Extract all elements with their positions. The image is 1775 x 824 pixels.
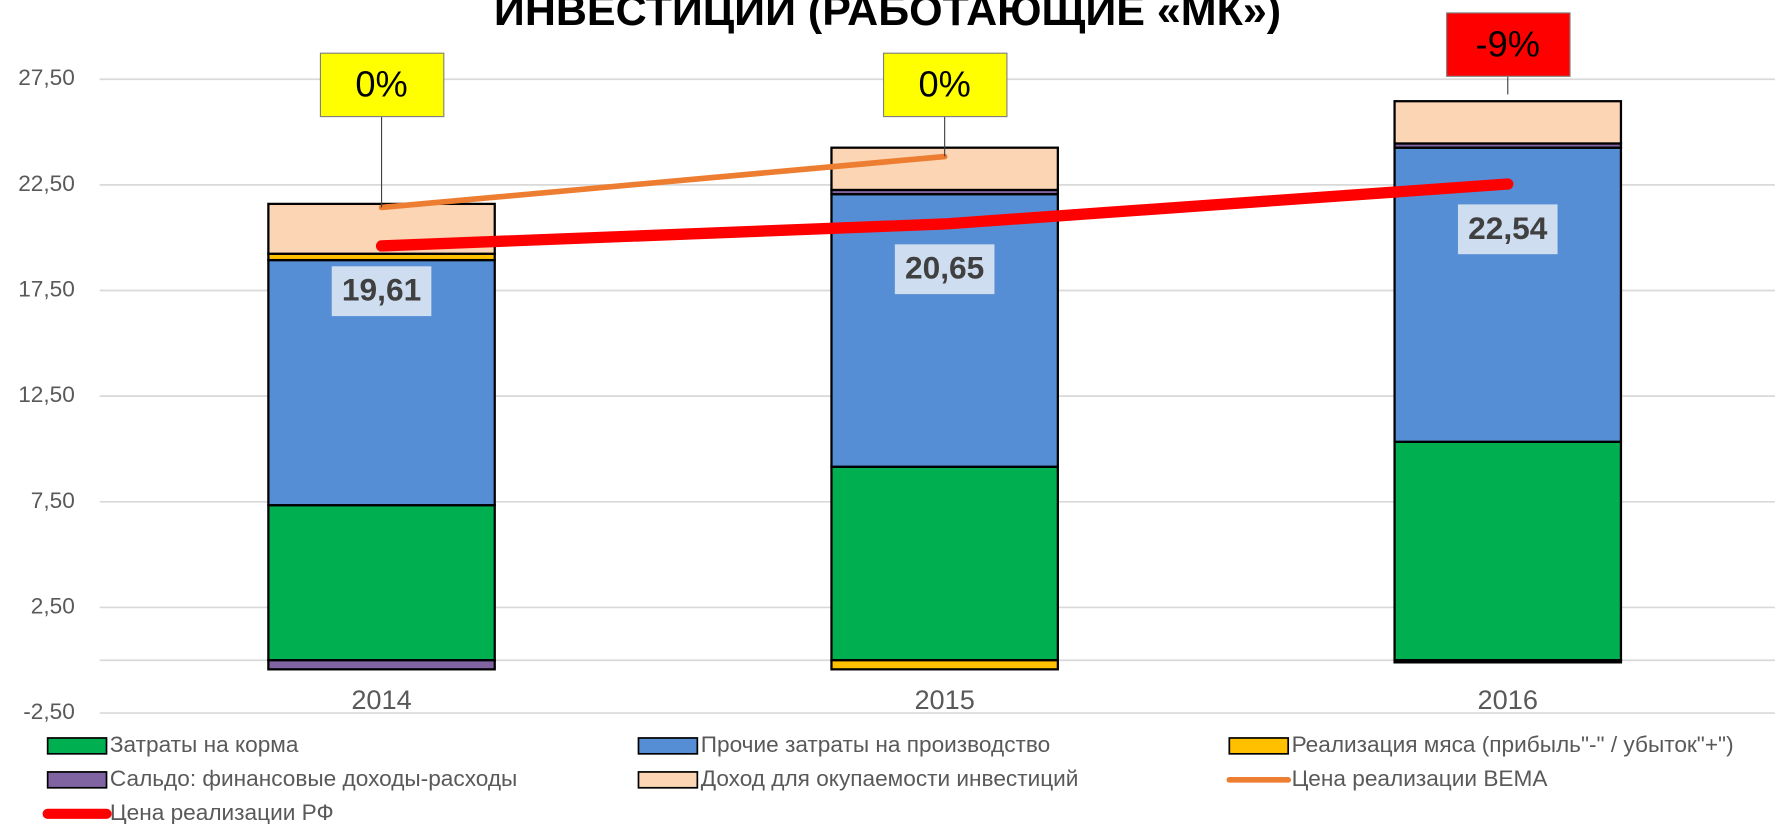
y-tick-label: -2,50 xyxy=(23,699,75,724)
legend-label: Сальдо: финансовые доходы-расходы xyxy=(110,766,517,791)
bar-segment xyxy=(830,193,1059,468)
data-label: 20,65 xyxy=(905,250,984,286)
legend-label: Цена реализации BEMA xyxy=(1292,766,1549,791)
bar-segment xyxy=(267,659,496,671)
legend-label: Затраты на корма xyxy=(110,732,299,757)
legend-swatch xyxy=(46,771,108,789)
data-label-box xyxy=(1457,204,1558,255)
legend-label: Прочие затраты на производство xyxy=(701,732,1050,757)
bar-segment xyxy=(1393,440,1623,662)
line-series xyxy=(375,178,1514,252)
bar-segment xyxy=(830,465,1059,662)
y-tick-label: 2,50 xyxy=(31,593,75,618)
x-tick-label: 2014 xyxy=(351,684,411,715)
data-label-box xyxy=(894,244,995,295)
y-tick-label: 27,50 xyxy=(18,65,75,90)
data-label-box xyxy=(331,266,432,317)
legend-label: Цена реализации РФ xyxy=(110,800,334,824)
legend-swatch xyxy=(46,737,108,755)
y-tick-label: 22,50 xyxy=(18,171,75,196)
line-series xyxy=(378,153,948,211)
data-label: 19,61 xyxy=(342,272,421,308)
annotation-box xyxy=(882,52,1008,118)
data-label: 22,54 xyxy=(1468,210,1548,246)
chart-title: ИНВЕСТИЦИИ (РАБОТАЮЩИЕ «МК») xyxy=(494,0,1281,35)
bar-segment xyxy=(267,504,496,662)
y-tick-label: 7,50 xyxy=(31,488,75,513)
bar-segment xyxy=(1393,659,1623,664)
annotation: 0% xyxy=(355,64,407,105)
y-tick-label: 17,50 xyxy=(18,276,75,301)
annotation: 0% xyxy=(918,64,970,105)
legend-swatch xyxy=(637,771,699,789)
legend-swatch xyxy=(1228,737,1290,755)
bar-segment xyxy=(1393,146,1623,443)
x-tick-label: 2016 xyxy=(1478,684,1538,715)
annotation: -9% xyxy=(1476,23,1540,64)
legend-label: Реализация мяса (прибыль"-" / убыток"+") xyxy=(1292,732,1734,757)
annotation-box xyxy=(1446,12,1571,77)
y-tick-label: 12,50 xyxy=(18,382,75,407)
x-tick-label: 2015 xyxy=(914,684,974,715)
legend-swatch xyxy=(637,737,699,755)
bar-segment xyxy=(830,659,1059,671)
bar-segment xyxy=(1393,100,1623,145)
legend-label: Доход для окупаемости инвестиций xyxy=(701,766,1079,791)
annotation-box xyxy=(319,52,445,118)
